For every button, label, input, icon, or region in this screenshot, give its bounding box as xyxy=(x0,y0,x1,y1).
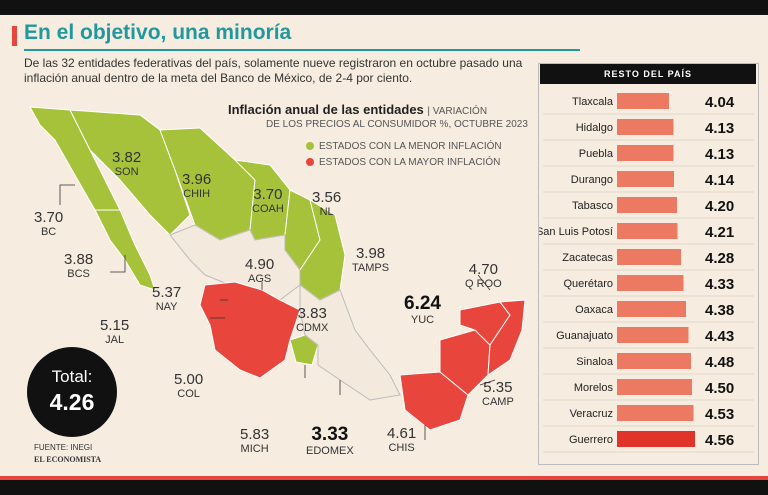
rest-of-country-panel: Tlaxcala 4.04 Hidalgo 4.13 Puebla 4.13 Durango… xyxy=(538,63,759,465)
bar-category-label: Hidalgo xyxy=(576,122,613,134)
bar-value-label: 4.14 xyxy=(705,172,735,189)
legend-low-dot xyxy=(306,142,314,150)
map-label-jal: 5.15 JAL xyxy=(100,317,130,347)
bar-value-label: 4.43 xyxy=(705,328,734,345)
bar-veracruz xyxy=(617,405,694,421)
map-label-bcs: 3.88 BCS xyxy=(64,251,94,281)
title-rule xyxy=(24,49,580,51)
total-label: Total: xyxy=(51,367,93,386)
bar-morelos xyxy=(617,379,692,395)
state-south-neutral xyxy=(299,284,401,401)
legend-low: ESTADOS CON LA MENOR INFLACIÓN xyxy=(306,141,502,152)
legend-title: Inflación anual de las entidades | VARIA… xyxy=(228,102,488,117)
bar-puebla xyxy=(617,145,674,161)
map-label-son: 3.82 SON xyxy=(112,149,142,179)
brand-logo: EL ECONOMISTA xyxy=(34,455,102,464)
page-title: En el objetivo, una minoría xyxy=(24,21,292,44)
bar-value-label: 4.53 xyxy=(705,406,734,423)
legend-high-dot xyxy=(306,158,314,166)
panel-title: RESTO DEL PAÍS xyxy=(540,64,756,84)
bar-value-label: 4.48 xyxy=(705,354,734,371)
source-note: FUENTE: INEGI xyxy=(34,443,93,452)
bar-value-label: 4.13 xyxy=(705,146,734,163)
bar-tlaxcala xyxy=(617,93,669,109)
map-label-camp: 5.35 CAMP xyxy=(482,379,514,409)
bar-category-label: Puebla xyxy=(579,148,614,160)
bar-guanajuato xyxy=(617,327,689,343)
legend-high: ESTADOS CON LA MAYOR INFLACIÓN xyxy=(306,157,500,168)
bar-category-label: Zacatecas xyxy=(562,252,613,264)
bar-category-label: Oaxaca xyxy=(575,304,614,316)
map-label-col: 5.00 COL xyxy=(174,371,204,401)
map-label-chis: 4.61 CHIS xyxy=(387,425,417,455)
bar-value-label: 4.38 xyxy=(705,302,734,319)
map-label-mich: 5.83 MICH xyxy=(240,426,270,456)
map-label-nay: 5.37 NAY xyxy=(152,284,182,314)
bar-hidalgo xyxy=(617,119,674,135)
bar-value-label: 4.20 xyxy=(705,198,734,215)
map-label-coah: 3.70 COAH xyxy=(252,186,284,216)
bar-value-label: 4.13 xyxy=(705,120,734,137)
bar-category-label: San Luis Potosí xyxy=(539,226,613,238)
map-label-cdmx: 3.83 CDMX xyxy=(296,305,329,335)
intro-text: De las 32 entidades federativas del país… xyxy=(24,56,523,85)
leader-lines xyxy=(59,184,496,440)
mexico-map xyxy=(29,106,526,440)
bar-guerrero xyxy=(617,431,695,447)
bottom-bar xyxy=(0,476,768,495)
bar-category-label: Morelos xyxy=(574,382,614,394)
bar-san-luis-potos- xyxy=(617,223,678,239)
bar-value-label: 4.56 xyxy=(705,432,734,449)
total-value: 4.26 xyxy=(49,389,95,415)
bar-category-label: Tlaxcala xyxy=(572,96,614,108)
top-bar xyxy=(0,0,768,15)
bar-tabasco xyxy=(617,197,677,213)
bar-value-label: 4.33 xyxy=(705,276,734,293)
bar-category-label: Durango xyxy=(571,174,613,186)
map-label-qroo: 4.70 Q ROO xyxy=(465,261,502,291)
legend-subtitle: DE LOS PRECIOS AL CONSUMIDOR %, OCTUBRE … xyxy=(266,119,528,130)
bar-value-label: 4.28 xyxy=(705,250,734,267)
bar-category-label: Sinaloa xyxy=(576,356,614,368)
state-qroo xyxy=(487,299,526,376)
state-edomex xyxy=(289,334,319,366)
map-label-bc: 3.70 BC xyxy=(34,209,64,239)
state-central-neutral xyxy=(169,224,301,301)
map-label-tamps: 3.98 TAMPS xyxy=(352,245,390,275)
bar-value-label: 4.21 xyxy=(705,224,734,241)
bar-category-label: Veracruz xyxy=(570,408,613,420)
bar-value-label: 4.50 xyxy=(705,380,734,397)
map-label-yuc: 6.24 YUC xyxy=(404,293,441,327)
bar-sinaloa xyxy=(617,353,691,369)
title-mark xyxy=(12,26,17,46)
state-son xyxy=(69,109,191,236)
state-bcs xyxy=(94,209,156,291)
bar-value-label: 4.04 xyxy=(705,94,735,111)
bar-oaxaca xyxy=(617,301,686,317)
map-label-chih: 3.96 CHIH xyxy=(182,171,212,201)
bar-quer-taro xyxy=(617,275,684,291)
map-label-ags: 4.90 AGS xyxy=(245,256,275,286)
total-badge: Total: 4.26 xyxy=(27,347,117,437)
bar-chart: Tlaxcala 4.04 Hidalgo 4.13 Puebla 4.13 Durango… xyxy=(539,93,754,453)
bar-category-label: Tabasco xyxy=(572,200,613,212)
map-label-edomex: 3.33 EDOMEX xyxy=(306,424,354,458)
bar-durango xyxy=(617,171,674,187)
bar-zacatecas xyxy=(617,249,681,265)
bar-category-label: Guerrero xyxy=(569,434,613,446)
map-label-nl: 3.56 NL xyxy=(312,189,342,219)
bar-category-label: Guanajuato xyxy=(556,330,613,342)
bar-category-label: Querétaro xyxy=(563,278,613,290)
